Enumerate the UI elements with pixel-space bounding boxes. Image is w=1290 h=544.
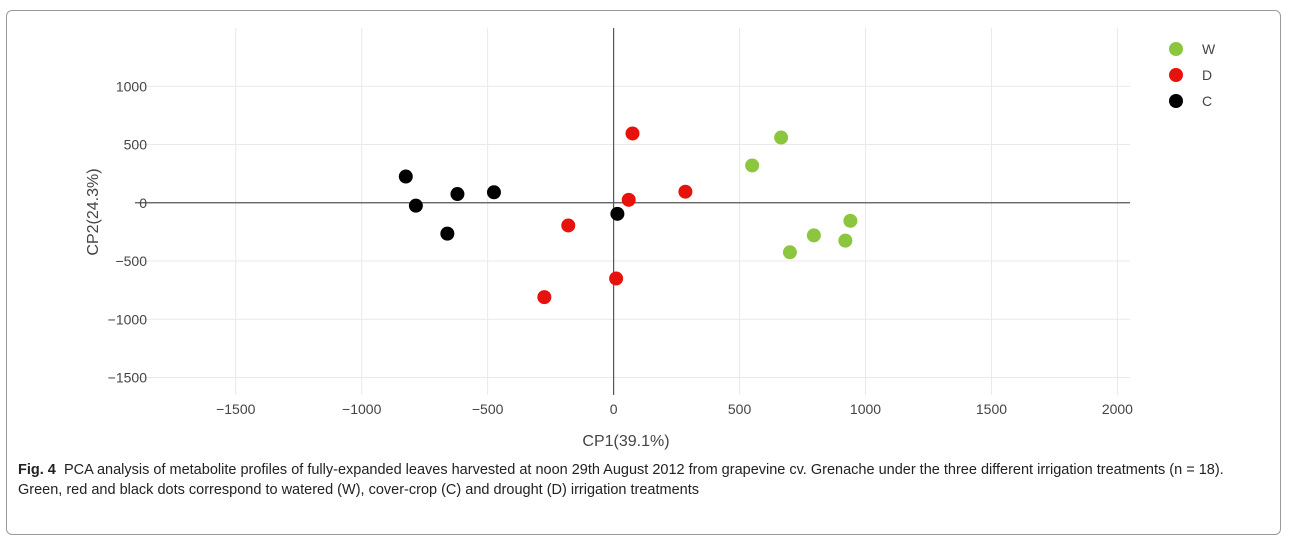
x-axis-title: CP1(39.1%) bbox=[582, 433, 669, 450]
figure-label: Fig. 4 bbox=[18, 462, 56, 478]
pca-scatter-plot: −1500 −1000 −500 0 500 1000 1500 2000 1000 500 0 −5… bbox=[85, 28, 1216, 450]
data-point-w bbox=[745, 158, 760, 173]
y-tick-label: −1500 bbox=[108, 370, 148, 386]
data-point-c bbox=[450, 187, 465, 202]
grid-lines bbox=[135, 28, 1130, 395]
data-point-c bbox=[398, 169, 413, 184]
legend-marker-w bbox=[1169, 42, 1183, 56]
figure-caption-text: PCA analysis of metabolite profiles of f… bbox=[18, 462, 1224, 498]
y-tick-label: −500 bbox=[115, 253, 147, 269]
x-tick-label: 1000 bbox=[850, 401, 881, 417]
data-point-w bbox=[806, 228, 821, 243]
data-point-w bbox=[843, 213, 858, 228]
tick-labels: −1500 −1000 −500 0 500 1000 1500 2000 1000 500 0 −5… bbox=[108, 78, 1134, 417]
y-tick-label: −1000 bbox=[108, 311, 148, 327]
x-tick-label: 500 bbox=[728, 401, 752, 417]
x-tick-label: −1500 bbox=[216, 401, 256, 417]
legend-marker-c bbox=[1169, 94, 1183, 108]
legend-label-c: C bbox=[1202, 93, 1212, 109]
data-point-w bbox=[782, 245, 797, 260]
y-tick-label: 0 bbox=[139, 195, 147, 211]
data-point-d bbox=[561, 218, 576, 233]
data-point-c bbox=[486, 185, 501, 200]
y-axis-title: CP2(24.3%) bbox=[85, 168, 102, 255]
data-point-d bbox=[625, 126, 640, 141]
data-point-d bbox=[621, 192, 636, 207]
data-point-w bbox=[838, 233, 853, 248]
zero-axes bbox=[135, 28, 1130, 395]
figure-frame bbox=[6, 10, 1281, 535]
x-tick-label: −500 bbox=[472, 401, 504, 417]
x-tick-label: 2000 bbox=[1102, 401, 1133, 417]
data-point-d bbox=[678, 184, 693, 199]
y-tick-label: 1000 bbox=[116, 78, 147, 94]
legend: WDC bbox=[1169, 41, 1216, 109]
legend-marker-d bbox=[1169, 68, 1183, 82]
legend-label-w: W bbox=[1202, 41, 1216, 57]
data-points bbox=[398, 126, 858, 305]
x-tick-label: −1000 bbox=[342, 401, 382, 417]
data-point-c bbox=[408, 198, 423, 213]
x-tick-label: 1500 bbox=[976, 401, 1007, 417]
data-point-d bbox=[537, 290, 552, 305]
x-tick-label: 0 bbox=[610, 401, 618, 417]
data-point-c bbox=[610, 206, 625, 221]
data-point-w bbox=[774, 130, 789, 145]
data-point-c bbox=[440, 226, 455, 241]
figure-caption: Fig. 4 PCA analysis of metabolite profil… bbox=[18, 460, 1268, 500]
data-point-d bbox=[609, 271, 624, 286]
legend-label-d: D bbox=[1202, 67, 1212, 83]
y-tick-label: 500 bbox=[124, 137, 148, 153]
